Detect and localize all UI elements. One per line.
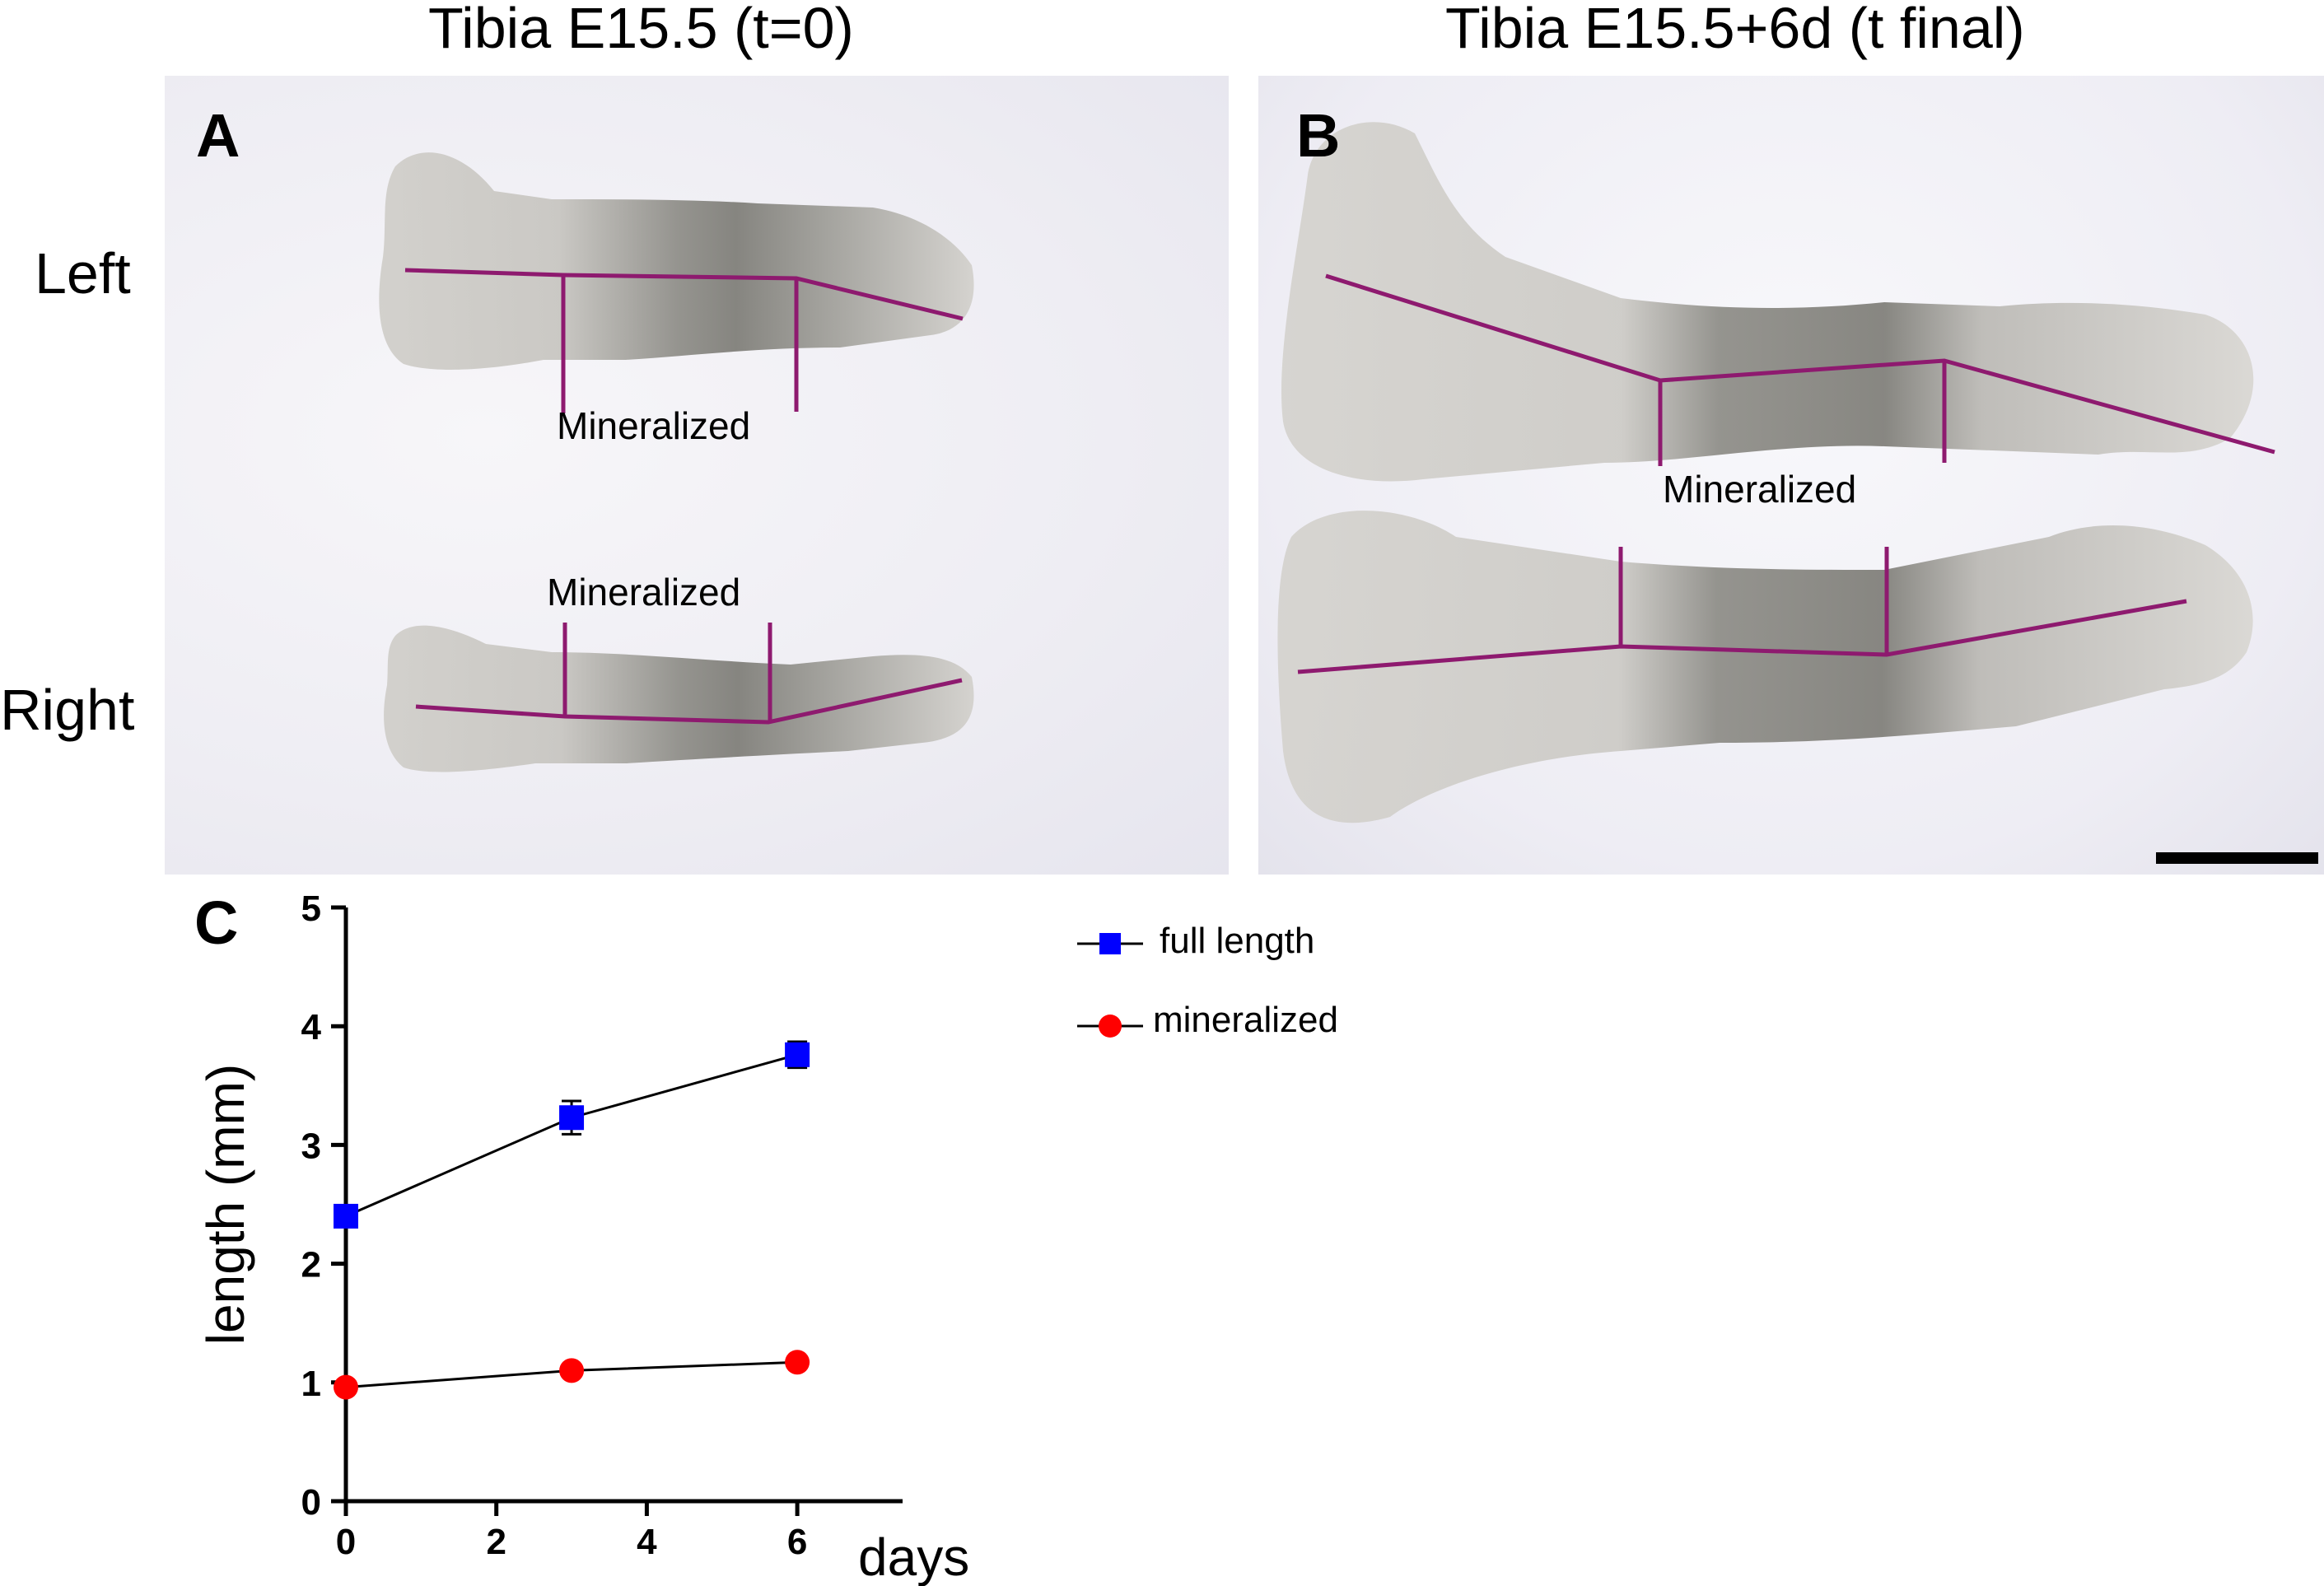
panel-a-letter: A <box>196 101 240 170</box>
bone-a-left <box>379 152 974 370</box>
y-tick-label-5: 5 <box>301 889 321 929</box>
y-tick-label-2: 2 <box>301 1245 321 1285</box>
data-point-1-0 <box>334 1374 358 1400</box>
legend-mineralized: mineralized <box>1153 1000 1338 1040</box>
panel-b-letter: B <box>1296 101 1341 170</box>
annotation-mineralized-a-left: Mineralized <box>557 404 751 447</box>
legend-full-length: full length <box>1160 921 1315 961</box>
row-label-left: Left <box>35 241 131 306</box>
legend-square-marker <box>1099 933 1121 954</box>
y-axis-label: length (mm) <box>196 1064 255 1345</box>
data-point-1-2 <box>785 1350 810 1375</box>
legend-circle-marker <box>1099 1015 1122 1038</box>
panel-c-letter: C <box>194 889 239 957</box>
annotation-mineralized-a-right: Mineralized <box>547 571 741 613</box>
panel-a-micrograph: A Mineralized Mineralized <box>165 76 1229 875</box>
panel-a-title: Tibia E15.5 (t=0) <box>428 0 854 60</box>
x-axis-label: days <box>858 1528 969 1586</box>
row-label-right: Right <box>0 678 135 742</box>
bone-b-top <box>1281 122 2254 482</box>
x-tick-label-6: 6 <box>787 1522 807 1562</box>
panel-b-title: Tibia E15.5+6d (t final) <box>1445 0 2025 60</box>
data-point-1-1 <box>559 1358 585 1383</box>
data-point-0-2 <box>785 1042 810 1067</box>
annotation-mineralized-b: Mineralized <box>1663 468 1857 511</box>
x-tick-label-0: 0 <box>336 1522 356 1562</box>
y-tick-label-1: 1 <box>301 1364 321 1404</box>
legend: full length mineralized <box>1071 914 1416 1046</box>
x-tick-label-4: 4 <box>637 1522 657 1562</box>
data-point-0-1 <box>559 1105 585 1131</box>
x-tick-label-2: 2 <box>486 1522 506 1562</box>
bone-a-right <box>384 625 974 772</box>
y-tick-label-0: 0 <box>301 1482 321 1523</box>
bone-b-bottom <box>1277 511 2253 823</box>
data-point-0-0 <box>334 1203 358 1229</box>
scale-bar <box>2156 852 2318 864</box>
y-tick-label-3: 3 <box>301 1126 321 1166</box>
y-tick-label-4: 4 <box>301 1007 322 1047</box>
panel-b-micrograph: B Mineralized <box>1258 76 2324 875</box>
